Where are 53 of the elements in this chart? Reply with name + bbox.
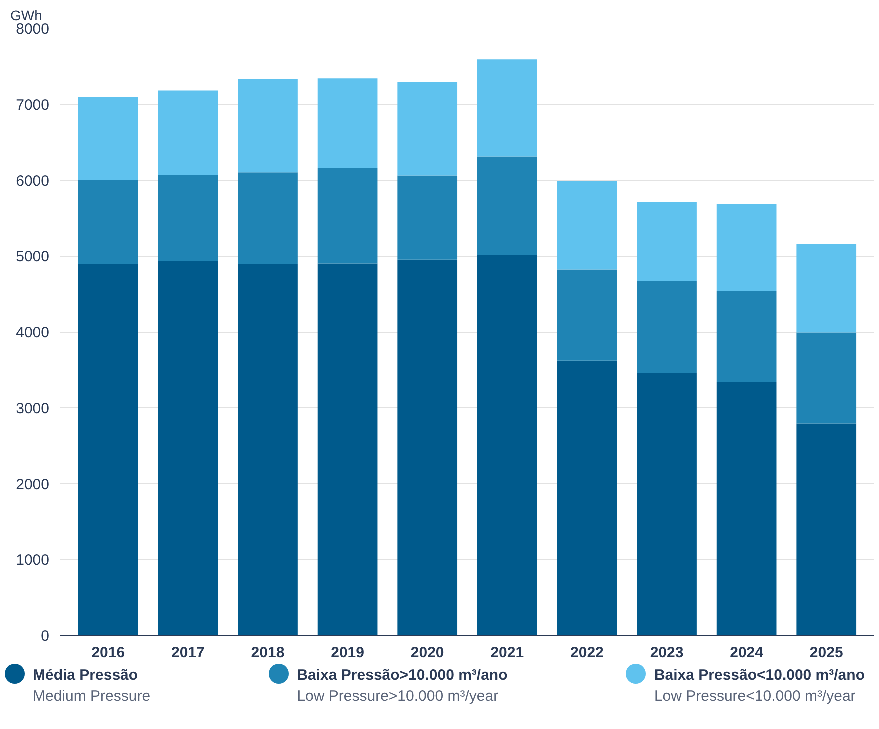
bar <box>238 79 298 173</box>
bar <box>557 181 618 270</box>
legend-label: Baixa Pressão<10.000 m³/ano Low Pressure<10.000 m³/year <box>654 666 865 707</box>
x-tick-label: 2021 <box>490 644 524 662</box>
x-tick-label: 2016 <box>92 644 126 662</box>
y-tick-label: 2000 <box>16 476 50 494</box>
bar <box>318 168 378 264</box>
bar <box>637 281 697 373</box>
bar <box>477 60 538 157</box>
x-tick-label: 2017 <box>172 644 205 662</box>
bar <box>637 202 697 282</box>
bar <box>716 291 777 382</box>
bar <box>796 244 857 333</box>
x-tick-label: 2023 <box>650 644 684 662</box>
bar <box>78 97 138 180</box>
y-tick-label: 3000 <box>16 400 50 418</box>
bar <box>158 90 218 175</box>
y-tick-label: 7000 <box>16 96 50 114</box>
x-tick-label: 2019 <box>331 644 364 662</box>
bar <box>78 264 138 636</box>
bar <box>716 204 777 292</box>
bar <box>796 424 857 636</box>
bar <box>477 255 538 636</box>
y-tick-label: 6000 <box>16 172 50 190</box>
y-tick-label: 4000 <box>16 324 50 342</box>
bar <box>398 82 458 176</box>
y-tick-label: 8000 <box>16 21 50 38</box>
bar <box>238 172 298 264</box>
bar <box>557 270 618 361</box>
x-tick-label: 2020 <box>410 644 444 662</box>
y-tick-label: 5000 <box>16 248 50 266</box>
y-axis-title: GWh <box>10 8 42 24</box>
bar <box>158 261 218 636</box>
y-tick-label: 0 <box>41 628 50 645</box>
bar <box>637 372 697 636</box>
bar <box>238 264 298 636</box>
x-tick-label: 2022 <box>570 644 604 662</box>
bar <box>398 260 458 636</box>
x-tick-label: 2024 <box>730 644 764 662</box>
legend-label: Média Pressão Medium Pressure <box>33 666 151 707</box>
bar <box>78 180 138 264</box>
y-tick-label: 1000 <box>16 552 50 570</box>
bar <box>716 382 777 636</box>
bar <box>398 176 458 260</box>
bar <box>318 264 378 636</box>
x-tick-label: 2025 <box>810 644 844 662</box>
x-tick-label: 2018 <box>251 644 285 662</box>
bar <box>796 332 857 424</box>
legend-label: Baixa Pressão>10.000 m³/ano Low Pressure>10.000 m³/year <box>297 666 508 707</box>
bar <box>158 174 218 262</box>
bar <box>557 360 618 636</box>
bar <box>477 156 538 256</box>
bar <box>318 78 378 168</box>
